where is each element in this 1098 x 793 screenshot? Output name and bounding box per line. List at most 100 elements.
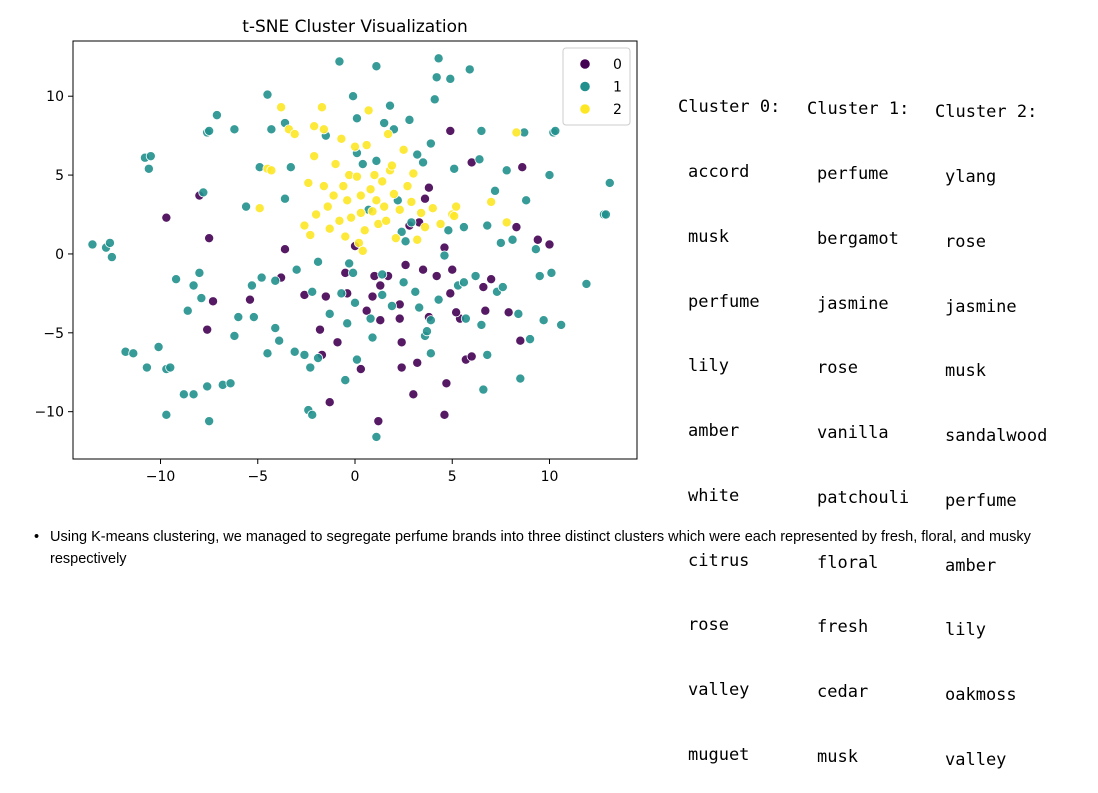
cluster-1-point xyxy=(229,124,240,135)
cluster-2-point xyxy=(377,176,388,187)
cluster-1-point xyxy=(194,267,205,278)
cluster-1-point xyxy=(478,384,489,395)
cluster-2-title: Cluster 2: xyxy=(935,102,1038,123)
cluster-1-term: perfume xyxy=(817,163,889,184)
cluster-0-point xyxy=(447,264,458,275)
cluster-1-term: musk xyxy=(817,747,858,767)
cluster-1-point xyxy=(246,280,257,291)
cluster-1-point xyxy=(538,315,549,326)
cluster-0-point xyxy=(375,315,386,326)
cluster-1-term: vanilla xyxy=(817,423,889,444)
cluster-1-point xyxy=(182,305,193,316)
cluster-1-point xyxy=(233,312,244,323)
cluster-2-point xyxy=(303,177,314,188)
cluster-2-term: perfume xyxy=(945,490,1017,511)
cluster-0-point xyxy=(408,389,419,400)
cluster-1-point xyxy=(414,302,425,313)
cluster-2-point xyxy=(427,203,438,214)
cluster-2-point xyxy=(394,204,405,215)
cluster-0-point xyxy=(324,397,335,408)
cluster-1-point xyxy=(336,288,347,299)
cluster-2-point xyxy=(311,209,322,220)
cluster-1-point xyxy=(266,124,277,135)
cluster-2-term: ylang xyxy=(945,166,997,187)
cluster-0-point xyxy=(515,335,526,346)
x-axis: −10 −5 0 5 10 xyxy=(146,459,558,485)
cluster-1-point xyxy=(225,378,236,389)
cluster-0-term: rose xyxy=(688,615,729,636)
cluster-2-point xyxy=(386,160,397,171)
cluster-1-point xyxy=(404,114,415,125)
cluster-1-point xyxy=(534,271,545,282)
legend: 0 1 2 xyxy=(562,47,631,126)
cluster-1-point xyxy=(204,416,215,427)
cluster-0-point xyxy=(418,264,429,275)
cluster-2-point xyxy=(381,215,392,226)
cluster-1-point xyxy=(604,177,615,188)
cluster-2-point xyxy=(435,218,446,229)
cluster-1-point xyxy=(421,326,432,337)
cluster-2-term: jasmine xyxy=(945,296,1017,317)
cluster-1-point xyxy=(406,217,417,228)
cluster-1-point xyxy=(400,236,411,247)
cluster-1-point xyxy=(229,330,240,341)
cluster-0-list: Cluster 0: accord musk perfume lily ambe… xyxy=(678,54,780,788)
cluster-1-point xyxy=(443,225,454,236)
cluster-2-point xyxy=(334,215,345,226)
y-tick-label: −5 xyxy=(43,326,64,342)
cluster-1-point xyxy=(256,272,267,283)
x-tick-label: −5 xyxy=(247,469,268,485)
cluster-2-term: musk xyxy=(945,361,986,382)
cluster-0-point xyxy=(320,291,331,302)
cluster-2-point xyxy=(316,102,327,113)
cluster-1-point xyxy=(307,286,318,297)
cluster-1-point xyxy=(497,282,508,293)
summary-bullet: • Using K-means clustering, we managed t… xyxy=(30,526,1090,570)
cluster-1-point xyxy=(365,313,376,324)
x-tick-label: 5 xyxy=(448,469,457,485)
legend-label: 0 xyxy=(613,57,622,73)
cluster-0-point xyxy=(394,313,405,324)
cluster-1-point xyxy=(482,349,493,360)
cluster-1-point xyxy=(464,64,475,75)
cluster-1-point xyxy=(248,312,259,323)
cluster-2-point xyxy=(322,201,333,212)
cluster-0-title: Cluster 0: xyxy=(678,97,781,118)
cluster-1-term: patchouli xyxy=(817,487,910,508)
cluster-2-list: Cluster 2: ylang rose jasmine musk sanda… xyxy=(935,59,1047,793)
cluster-1-point xyxy=(581,278,592,289)
cluster-1-point xyxy=(324,308,335,319)
x-tick-label: −10 xyxy=(146,469,176,485)
cluster-1-point xyxy=(474,154,485,165)
cluster-0-point xyxy=(204,233,215,244)
cluster-0-point xyxy=(532,234,543,245)
cluster-2-term: oakmoss xyxy=(945,685,1017,706)
cluster-1-point xyxy=(274,335,285,346)
cluster-1-point xyxy=(128,348,139,359)
cluster-2-point xyxy=(305,230,316,241)
cluster-2-point xyxy=(361,140,372,151)
cluster-0-term: white xyxy=(688,485,740,506)
cluster-0-point xyxy=(279,244,290,255)
cluster-2-point xyxy=(412,234,423,245)
cluster-1-term: cedar xyxy=(817,682,869,703)
cluster-0-point xyxy=(451,307,462,318)
cluster-0-point xyxy=(412,357,423,368)
tsne-scatter-chart: t-SNE Cluster Visualization −10 −5 0 5 10 −1… xyxy=(34,17,638,485)
cluster-1-point xyxy=(178,389,189,400)
cluster-1-point xyxy=(460,313,471,324)
cluster-1-point xyxy=(270,275,281,286)
cluster-1-term: fresh xyxy=(817,617,869,638)
legend-label: 1 xyxy=(613,80,622,96)
cluster-1-point xyxy=(546,267,557,278)
cluster-2-point xyxy=(449,211,460,222)
y-axis: −10 −5 0 5 10 xyxy=(34,89,73,421)
cluster-0-point xyxy=(208,296,219,307)
cluster-2-term: amber xyxy=(945,555,997,576)
cluster-1-point xyxy=(507,234,518,245)
cluster-1-point xyxy=(334,56,345,67)
legend-marker xyxy=(579,103,591,115)
cluster-1-point xyxy=(544,170,555,181)
y-tick-label: 0 xyxy=(55,247,64,263)
cluster-1-point xyxy=(429,94,440,105)
